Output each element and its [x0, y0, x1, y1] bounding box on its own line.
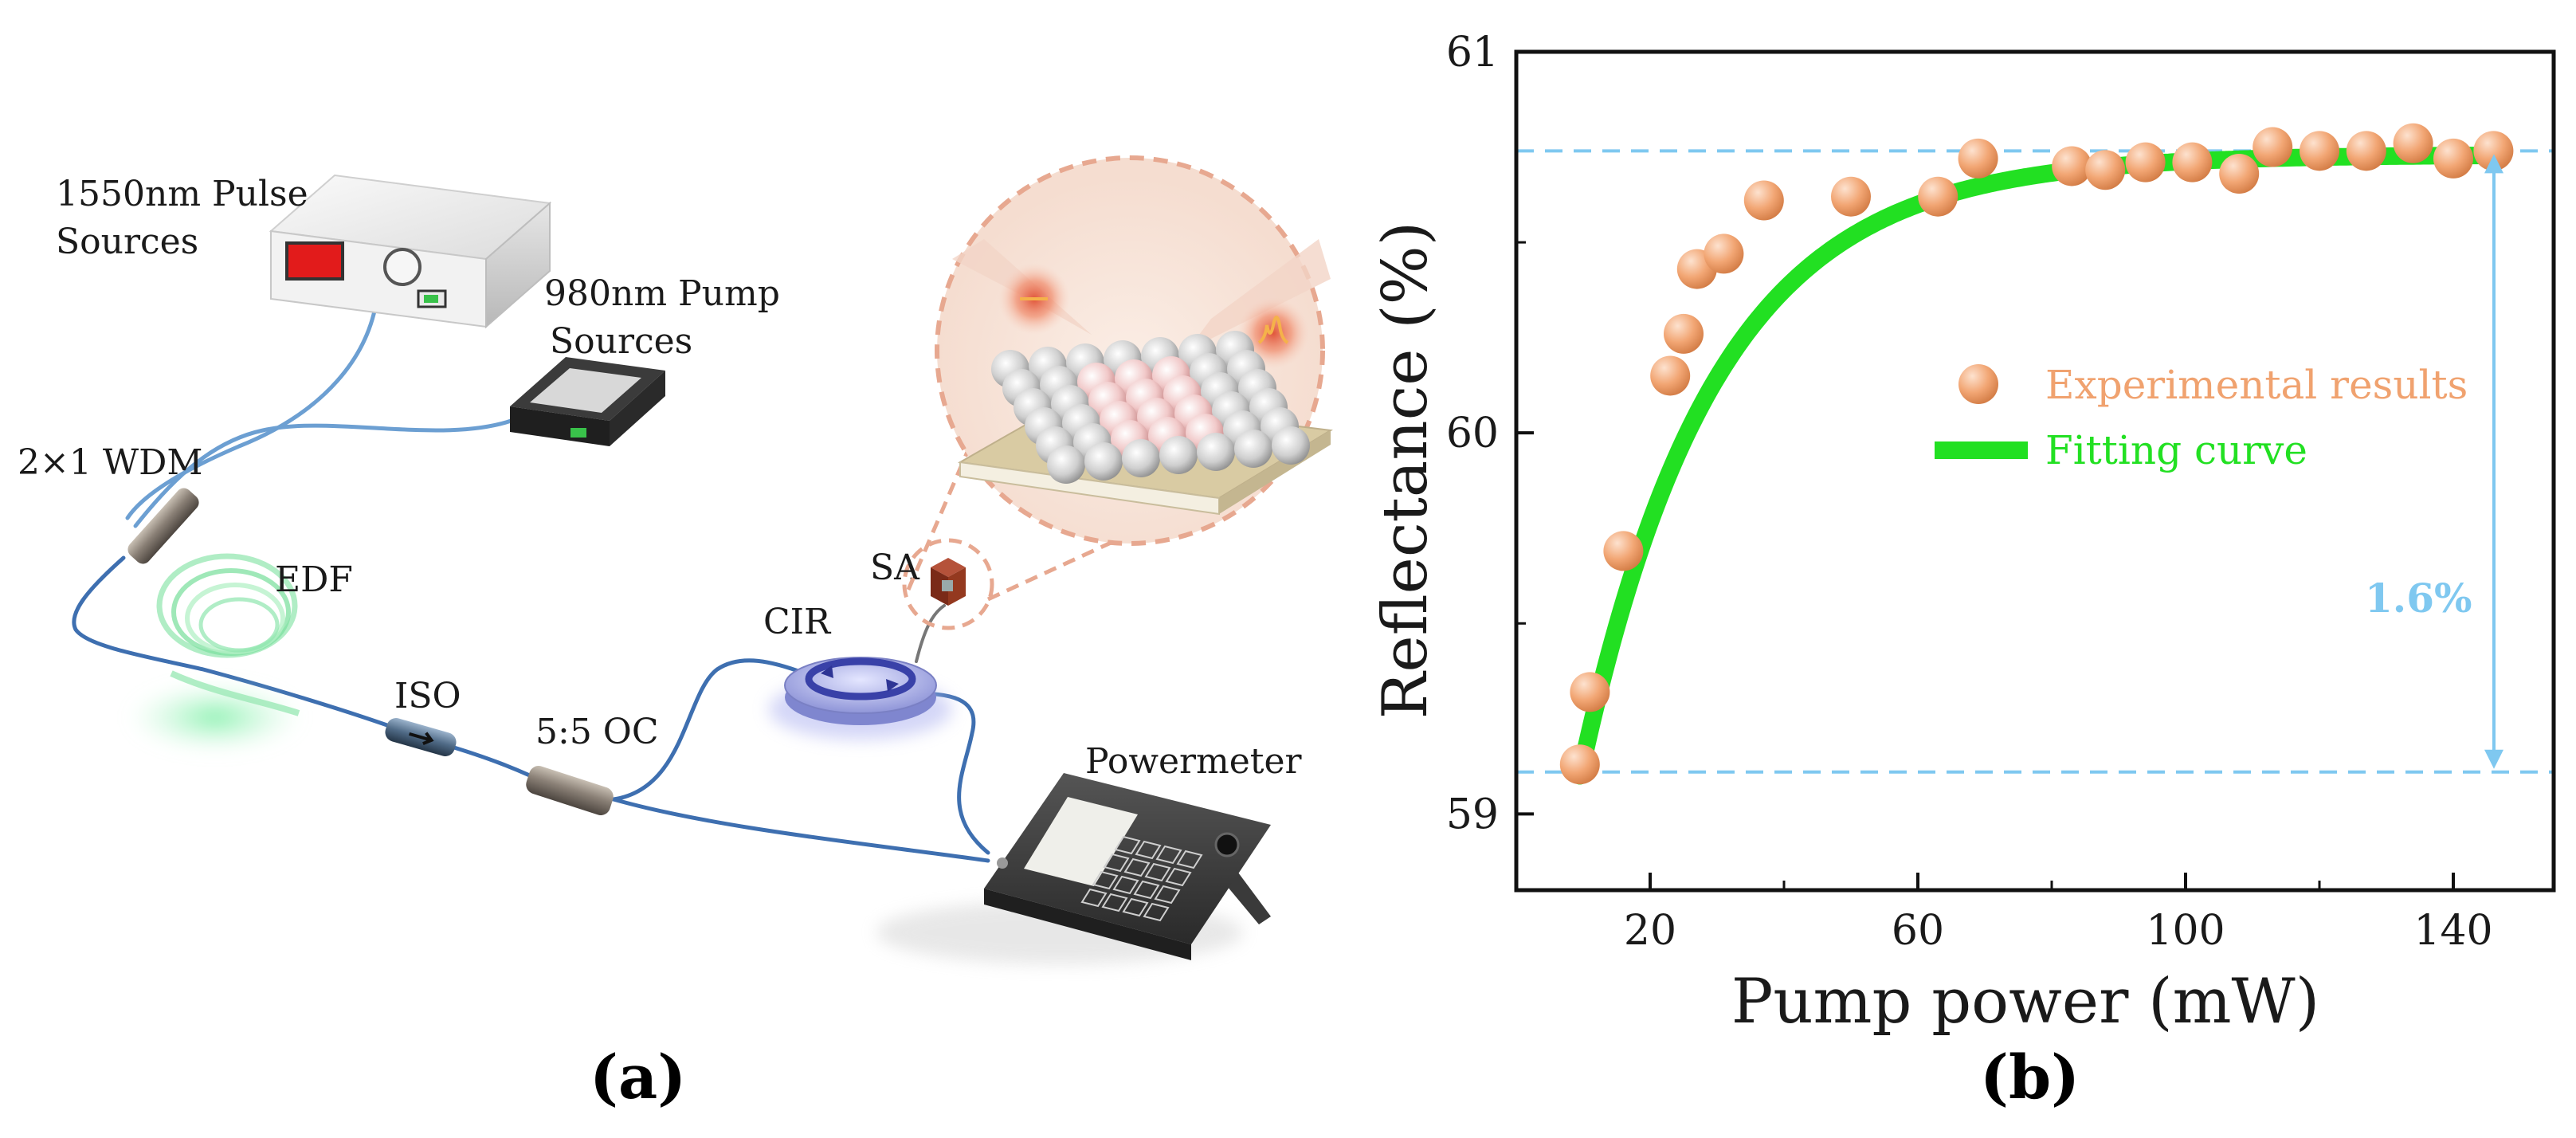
- data-point: [2473, 131, 2514, 171]
- keypad-key: [1112, 875, 1139, 895]
- microsphere: [1084, 442, 1123, 481]
- oc-label: 5:5 OC: [535, 712, 659, 752]
- keypad-key: [1143, 902, 1170, 922]
- microsphere-array: [991, 331, 1310, 484]
- data-point: [1559, 744, 1600, 785]
- microsphere: [1047, 445, 1085, 484]
- legend: Experimental results Fitting curve: [1935, 362, 2468, 473]
- wdm-coupler: [127, 488, 199, 564]
- keypad-key: [1101, 893, 1128, 912]
- keypad-key: [1123, 857, 1151, 877]
- span-arrow-head-top: [2484, 154, 2503, 174]
- iso-label: ISO: [394, 676, 461, 716]
- keypad-key: [1133, 880, 1160, 900]
- keypad-key: [1122, 897, 1149, 917]
- x-axis-label: Pump power (mW): [1731, 966, 2319, 1038]
- keypad-key: [1103, 853, 1130, 873]
- plot-frame: [1514, 49, 2556, 893]
- panel-a-label: (a): [590, 1042, 686, 1112]
- keypad-key: [1114, 835, 1141, 855]
- pump-source-label: 980nm Pump Sources: [544, 273, 791, 362]
- wdm-label: 2×1 WDM: [18, 442, 202, 483]
- circulator: [769, 657, 952, 740]
- data-point: [2300, 131, 2339, 171]
- panel-b-label: (b): [1980, 1042, 2080, 1112]
- isolator: [385, 718, 457, 756]
- legend-label-experimental: Experimental results: [2045, 362, 2468, 408]
- keypad-key: [1176, 850, 1203, 869]
- microsphere: [1197, 433, 1235, 471]
- span-label: 1.6%: [2365, 575, 2472, 622]
- legend-label-fitting: Fitting curve: [2045, 427, 2307, 473]
- pulse-source-box: [269, 174, 552, 329]
- data-point: [2172, 142, 2213, 182]
- microsphere: [1122, 439, 1160, 477]
- data-point: [1664, 313, 1704, 354]
- x-tick-label: 60: [1892, 907, 1944, 955]
- fiber-paths: [72, 281, 990, 863]
- powermeter-label: Powermeter: [1085, 741, 1303, 782]
- data-point: [1704, 233, 1744, 274]
- keypad-key: [1154, 885, 1181, 905]
- microsphere: [1234, 430, 1272, 468]
- microsphere: [1272, 426, 1310, 465]
- data-point: [2433, 138, 2473, 179]
- span-arrow-head-bottom: [2484, 749, 2503, 769]
- pulse-source-label: 1550nm Pulse Sources: [56, 174, 320, 262]
- reflected-beam-spot: [1237, 297, 1309, 369]
- edf-coil: [127, 553, 303, 753]
- y-axis-label: Reflectance (%): [1370, 222, 1441, 719]
- keypad-key: [1165, 867, 1192, 887]
- data-point: [1918, 176, 1958, 217]
- data-points: [1559, 123, 2514, 785]
- edf-label: EDF: [275, 559, 353, 600]
- setup-diagram: 1550nm Pulse Sources 980nm Pump Sources …: [18, 155, 1333, 1112]
- x-axis: 20 60 100 140: [1624, 873, 2493, 955]
- data-point: [1650, 355, 1691, 396]
- keypad-key: [1092, 870, 1119, 890]
- pulse-display: [285, 241, 344, 281]
- reflectance-chart: 20 60 100 140 59 60 61 1.6% Experimental resu…: [1370, 29, 2556, 1112]
- cir-label: CIR: [763, 602, 832, 642]
- y-tick-label: 59: [1446, 791, 1499, 838]
- x-tick-label: 20: [1624, 907, 1676, 955]
- data-point: [1831, 176, 1871, 217]
- sa-inset-zoom: [906, 155, 1333, 602]
- powermeter: [876, 773, 1271, 964]
- y-tick-label: 61: [1446, 29, 1499, 77]
- legend-marker-experimental: [1958, 364, 1998, 404]
- fitting-curve: [1570, 146, 2509, 785]
- data-point: [1570, 672, 1610, 712]
- span-annotation: 1.6%: [2365, 154, 2503, 769]
- data-point: [2125, 142, 2166, 182]
- data-point: [2346, 131, 2386, 171]
- keypad-key: [1135, 840, 1162, 860]
- data-point: [2393, 123, 2433, 163]
- saturable-absorber: [902, 538, 994, 630]
- y-axis: 59 60 61: [1446, 29, 1534, 838]
- keypad-key: [1080, 888, 1108, 908]
- pulse-knob: [383, 248, 421, 286]
- microsphere: [1159, 436, 1198, 474]
- data-point: [2085, 150, 2126, 190]
- data-point: [1743, 180, 1784, 221]
- powermeter-screen: [1024, 797, 1138, 886]
- data-point: [2219, 154, 2260, 194]
- x-tick-label: 100: [2146, 907, 2225, 955]
- keypad-key: [1155, 845, 1182, 865]
- x-tick-label: 140: [2413, 907, 2492, 955]
- data-point: [2253, 127, 2293, 167]
- pump-source-box: [510, 357, 665, 446]
- data-point: [1603, 531, 1644, 571]
- data-point: [2052, 146, 2092, 186]
- y-tick-label: 60: [1446, 410, 1499, 457]
- data-point: [1958, 138, 1998, 179]
- optical-coupler: [526, 766, 614, 815]
- keypad-key: [1144, 862, 1171, 882]
